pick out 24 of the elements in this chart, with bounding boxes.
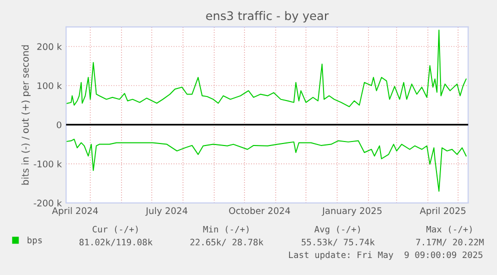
line-series	[66, 138, 467, 192]
y-tick-label: 100 k	[38, 82, 62, 90]
x-tick-label: October 2024	[229, 207, 290, 214]
y-tick-label: -200 k	[34, 200, 62, 207]
text: Last update: Fri May 9 09:00:09 2025	[289, 251, 482, 260]
y-tick-label: 0	[56, 121, 62, 128]
text: Avg (-/+)	[314, 226, 360, 234]
legend-label: bps	[28, 236, 42, 246]
text: 22.65k/ 28.78k	[190, 238, 264, 246]
text: Cur (-/+)	[92, 226, 138, 234]
y-tick-label: -100 k	[34, 160, 62, 168]
y-tick-label: 200 k	[37, 43, 62, 50]
text: Min (-/+)	[203, 226, 249, 234]
text: 55.53k/ 75.74k	[302, 238, 375, 246]
y-axis-title: bits in (-) / out (+) per second	[21, 45, 31, 185]
x-tick-label: April 2024	[52, 207, 98, 216]
chart-title: ens3 traffic - by year	[206, 11, 329, 22]
x-tick-label: July 2024	[145, 207, 188, 216]
line-series	[66, 30, 467, 108]
text: Max (-/+)	[426, 226, 472, 234]
text: 81.02k/119.08k	[79, 238, 153, 246]
text: 7.17M/ 20.22M	[416, 238, 484, 246]
x-tick-label: April 2025	[420, 207, 466, 216]
x-tick-label: January 2025	[322, 207, 382, 216]
